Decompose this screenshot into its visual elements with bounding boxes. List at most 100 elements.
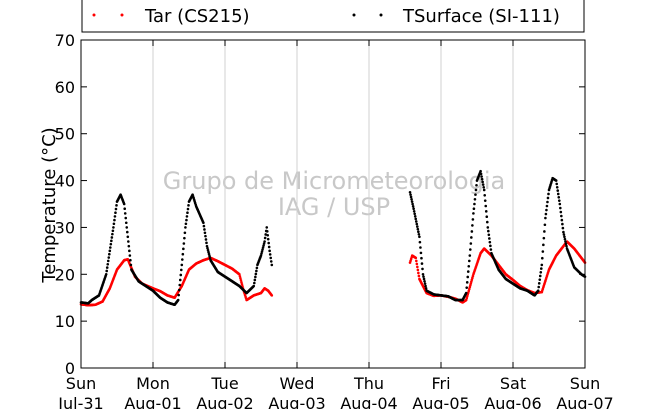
point-series-1 [470, 230, 474, 233]
point-series-1 [465, 281, 469, 284]
point-series-1 [105, 266, 109, 269]
point-series-1 [485, 215, 489, 219]
point-series-1 [416, 225, 419, 228]
point-series-1 [123, 207, 127, 210]
point-series-0 [239, 277, 242, 280]
point-series-1 [480, 175, 483, 178]
x-tick-day-7: Sun [570, 374, 600, 393]
point-series-1 [123, 212, 127, 215]
point-series-1 [259, 254, 263, 257]
point-series-1 [111, 229, 115, 233]
point-series-1 [114, 207, 118, 211]
point-series-1 [555, 182, 559, 186]
point-series-1 [482, 185, 485, 189]
point-series-1 [255, 266, 259, 270]
point-series-1 [268, 253, 272, 256]
point-series-1 [265, 226, 269, 229]
point-series-1 [185, 218, 188, 222]
point-series-1 [129, 258, 132, 262]
legend-label-tsurface: TSurface (SI-111) [402, 6, 560, 27]
point-series-1 [270, 263, 274, 267]
point-series-1 [178, 278, 182, 282]
point-series-1 [484, 204, 488, 208]
point-series-1 [260, 250, 264, 253]
y-tick-label-3: 30 [55, 218, 75, 237]
point-series-1 [471, 218, 475, 221]
point-series-1 [113, 218, 116, 222]
point-series-1 [177, 293, 181, 297]
point-series-1 [111, 232, 114, 236]
x-tick-date-0: Jul-31 [57, 394, 103, 409]
x-tick-date-1: Aug-01 [124, 394, 181, 409]
point-series-1 [479, 172, 483, 176]
point-series-1 [469, 242, 473, 245]
point-series-1 [106, 259, 110, 263]
point-series-1 [536, 289, 540, 292]
point-series-1 [424, 284, 427, 288]
point-series-1 [105, 269, 109, 273]
points-layer [79, 169, 587, 307]
point-series-1 [558, 202, 562, 206]
point-series-1 [206, 246, 209, 250]
point-series-1 [543, 230, 546, 233]
point-series-1 [545, 204, 549, 208]
y-tick-label-1: 10 [55, 312, 75, 331]
point-series-1 [557, 199, 561, 202]
point-series-1 [263, 240, 266, 243]
point-series-1 [187, 204, 190, 207]
x-tick-day-4: Thu [353, 374, 384, 393]
point-series-1 [122, 202, 126, 206]
point-series-1 [542, 236, 546, 240]
point-series-1 [124, 221, 128, 225]
point-series-1 [203, 231, 207, 235]
y-tick-label-5: 50 [55, 125, 75, 144]
y-tick-label-7: 70 [55, 31, 75, 50]
point-series-1 [417, 232, 421, 236]
x-tick-day-2: Tue [210, 374, 238, 393]
x-tick-date-5: Aug-05 [412, 394, 469, 409]
point-series-1 [486, 226, 490, 229]
x-tick-date-3: Aug-03 [268, 394, 325, 409]
point-series-1 [408, 190, 412, 194]
point-series-1 [483, 199, 487, 202]
point-series-1 [479, 169, 482, 173]
y-tick-label-2: 20 [55, 265, 75, 284]
point-series-1 [484, 210, 488, 213]
point-series-0 [417, 271, 420, 275]
point-series-1 [410, 198, 413, 201]
point-series-1 [420, 256, 423, 260]
point-series-1 [466, 275, 470, 279]
point-series-1 [472, 207, 476, 210]
point-series-1 [183, 231, 187, 235]
point-series-1 [129, 263, 133, 267]
point-series-0 [240, 283, 244, 286]
point-series-1 [563, 237, 567, 241]
point-series-1 [114, 211, 117, 214]
point-series-0 [238, 272, 241, 276]
point-series-1 [128, 254, 132, 257]
point-series-1 [481, 180, 484, 184]
point-series-1 [106, 262, 110, 266]
point-series-1 [184, 222, 188, 226]
point-series-1 [475, 183, 478, 187]
point-series-0 [240, 281, 243, 284]
point-series-1 [541, 256, 544, 260]
point-series-1 [489, 248, 493, 251]
point-series-1 [181, 258, 184, 261]
point-series-1 [206, 248, 210, 252]
point-series-1 [113, 215, 117, 218]
point-series-1 [266, 237, 270, 241]
x-tick-date-4: Aug-04 [340, 394, 397, 409]
point-series-0 [416, 268, 420, 272]
point-series-1 [563, 235, 566, 239]
point-series-1 [411, 205, 415, 208]
point-series-1 [205, 244, 209, 248]
point-series-1 [414, 217, 418, 221]
point-series-0 [238, 274, 242, 278]
x-tick-day-3: Wed [280, 374, 315, 393]
y-tick-label-6: 60 [55, 78, 75, 97]
point-series-1 [411, 202, 414, 206]
point-series-1 [110, 236, 114, 239]
point-series-1 [543, 223, 547, 227]
